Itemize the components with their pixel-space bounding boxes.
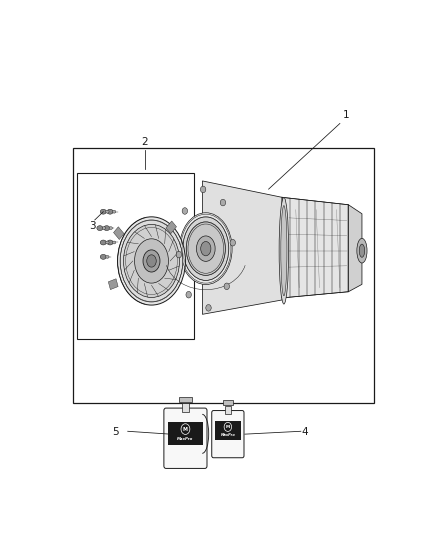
Ellipse shape xyxy=(102,227,106,230)
Text: MaxPro: MaxPro xyxy=(220,433,235,437)
Ellipse shape xyxy=(100,209,106,214)
Ellipse shape xyxy=(180,213,232,285)
Bar xyxy=(215,421,240,440)
FancyBboxPatch shape xyxy=(164,408,207,469)
Ellipse shape xyxy=(106,211,109,213)
Ellipse shape xyxy=(100,254,106,260)
Bar xyxy=(225,406,231,414)
Text: 3: 3 xyxy=(88,221,95,231)
Ellipse shape xyxy=(106,255,109,259)
Bar xyxy=(179,397,191,402)
Bar xyxy=(113,227,124,239)
Bar xyxy=(77,173,194,339)
Ellipse shape xyxy=(107,209,113,214)
Ellipse shape xyxy=(100,240,106,245)
Polygon shape xyxy=(202,181,282,314)
Ellipse shape xyxy=(134,239,169,283)
Circle shape xyxy=(224,422,232,431)
Text: 4: 4 xyxy=(302,427,308,437)
Ellipse shape xyxy=(106,241,109,244)
Text: M: M xyxy=(183,426,188,432)
Circle shape xyxy=(176,251,182,258)
Ellipse shape xyxy=(183,217,229,280)
Text: 1: 1 xyxy=(343,110,350,120)
Bar xyxy=(108,279,118,289)
Ellipse shape xyxy=(107,240,113,245)
Ellipse shape xyxy=(113,211,116,213)
Bar xyxy=(166,221,177,233)
Circle shape xyxy=(220,199,226,206)
Polygon shape xyxy=(282,197,348,298)
Bar xyxy=(223,400,233,405)
Ellipse shape xyxy=(124,224,180,297)
Ellipse shape xyxy=(357,238,367,263)
Bar xyxy=(182,403,189,412)
Circle shape xyxy=(224,283,230,289)
Ellipse shape xyxy=(197,236,215,261)
Circle shape xyxy=(186,292,191,298)
Polygon shape xyxy=(348,205,362,292)
Text: 5: 5 xyxy=(112,427,119,437)
Ellipse shape xyxy=(147,255,156,267)
Ellipse shape xyxy=(104,225,110,231)
Ellipse shape xyxy=(109,227,113,230)
FancyBboxPatch shape xyxy=(212,410,244,458)
Ellipse shape xyxy=(97,225,103,231)
Ellipse shape xyxy=(281,206,287,296)
Ellipse shape xyxy=(186,222,225,276)
Ellipse shape xyxy=(120,220,183,302)
Ellipse shape xyxy=(201,241,211,256)
Text: MaxPro: MaxPro xyxy=(177,437,194,441)
Ellipse shape xyxy=(143,250,160,272)
Text: M: M xyxy=(226,425,230,429)
Ellipse shape xyxy=(359,244,365,257)
Circle shape xyxy=(182,208,187,214)
Bar xyxy=(168,422,203,445)
Circle shape xyxy=(230,239,236,246)
Circle shape xyxy=(181,424,190,434)
Text: 2: 2 xyxy=(141,137,148,147)
Circle shape xyxy=(201,186,206,193)
Ellipse shape xyxy=(113,241,116,244)
Bar xyxy=(74,148,374,402)
Circle shape xyxy=(206,304,211,311)
Ellipse shape xyxy=(117,217,185,305)
Ellipse shape xyxy=(279,197,289,304)
